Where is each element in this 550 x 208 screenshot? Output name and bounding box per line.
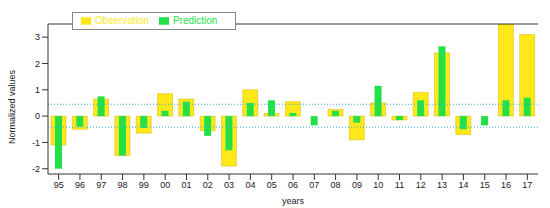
svg-text:1: 1 [35,85,40,95]
svg-text:98: 98 [118,180,128,190]
html-text:Prediction: Prediction [172,15,218,26]
svg-text:06: 06 [288,180,298,190]
svg-text:0: 0 [35,111,40,121]
svg-text:04: 04 [245,180,255,190]
svg-text:13: 13 [437,180,447,190]
svg-text:96: 96 [75,180,85,190]
svg-text:09: 09 [352,180,362,190]
svg-text:05: 05 [267,180,277,190]
svg-text:-1: -1 [32,138,40,148]
svg-text:95: 95 [54,180,64,190]
svg-text:15: 15 [480,180,490,190]
svg-text:02: 02 [203,180,213,190]
svg-text:01: 01 [181,180,191,190]
svg-text:07: 07 [309,180,319,190]
svg-text:3: 3 [35,32,40,42]
svg-text:17: 17 [522,180,532,190]
svg-text:08: 08 [331,180,341,190]
svg-text:03: 03 [224,180,234,190]
svg-text:years: years [282,196,305,206]
svg-text:00: 00 [160,180,170,190]
svg-text:11: 11 [395,180,404,190]
html-text:Observation: Observation [95,15,149,26]
svg-text:2: 2 [35,59,40,69]
svg-text:16: 16 [501,180,511,190]
svg-text:Normalized values: Normalized values [8,69,17,144]
svg-text:-2: -2 [32,164,40,174]
svg-text:99: 99 [139,180,149,190]
svg-text:97: 97 [96,180,106,190]
svg-text:14: 14 [458,180,468,190]
svg-text:10: 10 [373,180,383,190]
svg-text:12: 12 [416,180,426,190]
